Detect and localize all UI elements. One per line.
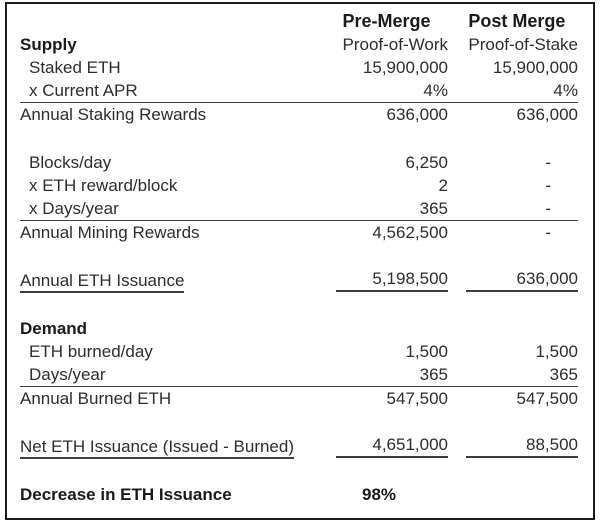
row-net-eth-issuance: Net ETH Issuance (Issued - Burned) 4,651… — [20, 435, 578, 459]
row-label: x Days/year — [20, 197, 310, 221]
post-merge-value: 15,900,000 — [492, 57, 578, 77]
row-days-per-year-demand: Days/year 365 365 — [20, 363, 578, 387]
row-annual-mining-rewards: Annual Mining Rewards 4,562,500 - — [20, 221, 578, 245]
pre-merge-value: 2 — [438, 175, 448, 195]
post-merge-value: 4% — [448, 79, 578, 103]
post-merge-title: Post Merge — [468, 11, 566, 31]
pre-merge-value: 4,562,500 — [372, 222, 448, 242]
total-value: 5,198,500 — [336, 269, 448, 292]
row-demand-heading: Demand — [20, 317, 578, 340]
row-label: Annual Burned ETH — [20, 388, 172, 408]
post-merge-value: 636,000 — [516, 104, 578, 124]
post-merge-value — [448, 317, 578, 340]
post-merge-header: Post Merge Proof-of-Stake — [468, 10, 578, 56]
row-label: Net ETH Issuance (Issued - Burned) — [20, 435, 310, 459]
row-eth-burned-per-day: ETH burned/day 1,500 1,500 — [20, 340, 578, 363]
post-merge-value: 636,000 — [448, 269, 578, 292]
row-label: Days/year — [20, 363, 310, 387]
pre-merge-title: Pre-Merge — [342, 11, 431, 31]
demand-section-heading: Demand — [20, 318, 88, 338]
post-merge-value: 365 — [448, 363, 578, 387]
post-merge-value: 88,500 — [448, 435, 578, 458]
post-merge-value: - — [545, 175, 551, 195]
row-label: Staked ETH — [29, 57, 121, 77]
underlined-label: Net ETH Issuance (Issued - Burned) — [20, 436, 295, 459]
row-label: ETH burned/day — [29, 341, 153, 361]
spacer-row — [20, 244, 578, 269]
pre-merge-value: 365 — [310, 197, 448, 221]
row-label: Annual Mining Rewards — [20, 222, 200, 242]
row-label: Annual ETH Issuance — [20, 269, 310, 293]
pre-merge-value: 365 — [310, 363, 448, 387]
spacer-row — [20, 292, 578, 317]
summary-value: 98% — [361, 484, 397, 504]
row-blocks-per-day: Blocks/day 6,250 - — [20, 151, 578, 174]
post-merge-value: - — [545, 222, 551, 242]
pre-merge-header: Pre-Merge Proof-of-Work — [343, 10, 449, 56]
row-current-apr: x Current APR 4% 4% — [20, 79, 578, 103]
row-decrease-in-eth-issuance: Decrease in ETH Issuance 98% — [20, 483, 578, 506]
post-merge-value — [448, 483, 578, 506]
row-annual-staking-rewards: Annual Staking Rewards 636,000 636,000 — [20, 103, 578, 127]
post-merge-value: 1,500 — [535, 341, 578, 361]
pre-merge-value — [310, 317, 448, 340]
post-merge-subtitle: Proof-of-Stake — [468, 35, 578, 54]
row-label: x Current APR — [20, 79, 310, 103]
row-days-per-year-supply: x Days/year 365 - — [20, 197, 578, 221]
pre-merge-value: 4,651,000 — [310, 435, 448, 458]
pre-merge-value: 15,900,000 — [362, 57, 448, 77]
total-value: 4,651,000 — [336, 435, 448, 458]
table-frame: Supply Pre-Merge Proof-of-Work Post Merg… — [5, 2, 595, 520]
row-annual-burned-eth: Annual Burned ETH 547,500 547,500 — [20, 387, 578, 411]
row-label: Annual Staking Rewards — [20, 104, 207, 124]
total-value: 88,500 — [466, 435, 578, 458]
underlined-label: Annual ETH Issuance — [20, 270, 185, 293]
spacer-row — [20, 126, 578, 151]
pre-merge-value: 1,500 — [405, 341, 448, 361]
post-merge-header-cell: Post Merge Proof-of-Stake — [448, 10, 578, 56]
row-label: Blocks/day — [29, 152, 112, 172]
post-merge-value: - — [545, 152, 551, 172]
spacer-row — [20, 458, 578, 483]
pre-merge-subtitle: Proof-of-Work — [342, 35, 449, 54]
row-label: x ETH reward/block — [29, 175, 178, 195]
row-staked-eth: Staked ETH 15,900,000 15,900,000 — [20, 56, 578, 79]
row-eth-reward-per-block: x ETH reward/block 2 - — [20, 174, 578, 197]
pre-merge-value: 5,198,500 — [310, 269, 448, 292]
row-annual-eth-issuance: Annual ETH Issuance 5,198,500 636,000 — [20, 269, 578, 293]
pre-merge-value: 6,250 — [405, 152, 448, 172]
header-blank-line — [20, 10, 77, 33]
post-merge-value: - — [448, 197, 578, 221]
supply-section-heading: Supply — [20, 35, 77, 54]
summary-label: Decrease in ETH Issuance — [20, 484, 232, 504]
pre-merge-value: 4% — [310, 79, 448, 103]
total-value: 636,000 — [466, 269, 578, 292]
pre-merge-value: 547,500 — [386, 388, 448, 408]
eth-issuance-table: Supply Pre-Merge Proof-of-Work Post Merg… — [20, 10, 578, 506]
supply-heading-cell: Supply — [20, 10, 310, 56]
pre-merge-header-cell: Pre-Merge Proof-of-Work — [310, 10, 449, 56]
header-row: Supply Pre-Merge Proof-of-Work Post Merg… — [20, 10, 578, 56]
spacer-row — [20, 410, 578, 435]
pre-merge-value: 636,000 — [386, 104, 448, 124]
post-merge-value: 547,500 — [516, 388, 578, 408]
